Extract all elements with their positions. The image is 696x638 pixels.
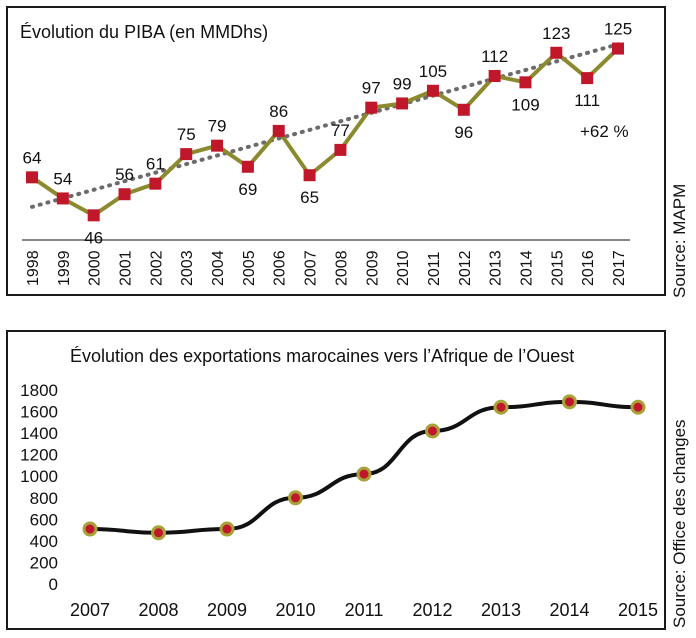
exports-chart-title: Évolution des exportations marocaines ve…: [70, 346, 575, 366]
piba-data-label: 109: [511, 95, 539, 114]
exports-x-tick-label: 2012: [412, 600, 452, 620]
piba-data-point: [56, 192, 69, 205]
piba-chart-title: Évolution du PIBA (en MMDhs): [20, 22, 269, 42]
exports-chart-svg: 0 200 400 600 800 1000 1200 1400 1600 1800 2007 200…: [20, 381, 658, 620]
piba-data-label: 99: [393, 74, 412, 93]
piba-data-label: 111: [574, 91, 600, 110]
piba-data-point: [519, 76, 532, 89]
piba-chart-svg: 64 54 46 56 61 75 79 69 86 65 77 97 99 105 96 112 109 123…: [22, 20, 632, 286]
piba-x-tick-label: 2013: [488, 250, 505, 286]
exports-chart-panel: Évolution des exportations marocaines ve…: [6, 330, 666, 630]
piba-data-point: [26, 171, 38, 184]
piba-x-tick-label: 2014: [518, 250, 535, 286]
piba-data-label: 105: [419, 62, 447, 81]
piba-data-point: [334, 143, 347, 156]
piba-trend-line: [30, 42, 620, 209]
piba-data-label: 123: [542, 24, 570, 43]
piba-data-point: [303, 169, 316, 182]
piba-data-point: [457, 103, 470, 116]
piba-data-point: [118, 188, 131, 201]
piba-x-tick-label: 2009: [364, 250, 381, 286]
exports-x-tick-label: 2009: [207, 600, 247, 620]
piba-data-label: 64: [23, 148, 42, 167]
exports-y-tick-label: 1800: [20, 381, 58, 400]
piba-data-point: [581, 72, 594, 85]
piba-data-point: [550, 46, 563, 59]
piba-x-tick-label: 2007: [303, 250, 320, 286]
exports-y-tick-label: 800: [30, 489, 58, 508]
exports-y-tick-label: 0: [49, 575, 58, 594]
piba-data-point: [488, 70, 501, 82]
piba-data-label: 56: [115, 165, 134, 184]
piba-x-tick-label: 2016: [580, 250, 597, 286]
piba-data-point: [396, 97, 409, 110]
exports-data-point: [425, 423, 440, 439]
exports-y-tick-label: 1000: [20, 467, 58, 486]
exports-data-point: [151, 525, 166, 541]
exports-x-tick-label: 2007: [70, 600, 110, 620]
piba-data-label: 86: [269, 102, 288, 121]
exports-y-tick-label: 1400: [20, 424, 58, 443]
piba-growth-annotation: +62 %: [580, 122, 629, 141]
piba-x-tick-label: 2010: [395, 250, 412, 286]
exports-data-point: [82, 521, 98, 537]
exports-y-tick-label: 600: [30, 510, 58, 529]
exports-data-point: [493, 399, 509, 415]
piba-data-point: [241, 160, 254, 173]
exports-y-tick-label: 1200: [20, 446, 58, 465]
piba-data-point: [211, 139, 224, 152]
exports-data-point: [219, 521, 235, 537]
piba-data-point: [149, 177, 162, 190]
piba-data-label: 61: [146, 155, 165, 174]
piba-data-label: 46: [84, 228, 103, 247]
piba-data-label: 54: [53, 169, 72, 188]
piba-x-tick-label: 2017: [611, 250, 628, 286]
piba-data-label: 69: [238, 180, 257, 199]
piba-x-tick-label: 2006: [272, 250, 289, 286]
exports-data-point: [288, 490, 303, 506]
piba-data-label: 65: [300, 188, 319, 207]
piba-data-point: [612, 42, 624, 55]
piba-data-point: [426, 84, 439, 97]
piba-x-tick-label: 2000: [87, 250, 104, 286]
piba-data-label: 125: [604, 20, 632, 39]
piba-data-point: [272, 124, 285, 137]
exports-data-point: [562, 394, 577, 410]
piba-source-label: Source: MAPM: [670, 183, 689, 298]
piba-x-tick-label: 2003: [179, 250, 196, 286]
piba-data-label: 96: [454, 123, 473, 142]
piba-chart-panel: Évolution du PIBA (en MMDhs) +62 % 64 54 4…: [6, 6, 666, 296]
exports-y-tick-label: 400: [30, 532, 58, 551]
piba-data-point: [180, 148, 193, 161]
piba-x-tick-label: 2001: [118, 250, 135, 286]
exports-x-tick-label: 2013: [481, 600, 521, 620]
exports-x-tick-label: 2011: [345, 600, 384, 620]
piba-x-tick-label: 2008: [333, 250, 350, 286]
exports-x-tick-label: 2010: [275, 600, 315, 620]
piba-data-label: 77: [331, 121, 350, 140]
piba-x-tick-label: 2005: [241, 250, 258, 286]
piba-x-tick-label: 2004: [210, 250, 227, 286]
piba-x-tick-label: 2002: [148, 250, 165, 286]
exports-x-tick-label: 2008: [138, 600, 178, 620]
exports-source-label: Source: Office des changes: [670, 419, 689, 628]
piba-data-label: 112: [481, 47, 508, 66]
piba-data-label: 97: [362, 79, 381, 98]
exports-y-tick-label: 200: [30, 553, 58, 572]
exports-data-point: [356, 466, 372, 482]
piba-data-point: [365, 101, 378, 114]
exports-x-tick-label: 2015: [618, 600, 658, 620]
exports-x-tick-label: 2014: [549, 600, 589, 620]
piba-x-tick-label: 1998: [25, 250, 42, 286]
piba-data-point: [87, 209, 100, 222]
exports-y-tick-label: 1600: [20, 403, 58, 422]
piba-x-tick-label: 2015: [549, 250, 566, 286]
exports-data-point: [630, 399, 646, 415]
piba-x-tick-label: 2011: [426, 251, 443, 286]
piba-data-label: 79: [208, 117, 227, 136]
piba-data-label: 75: [177, 125, 196, 144]
piba-x-tick-label: 1999: [56, 250, 73, 286]
piba-x-tick-label: 2012: [457, 250, 474, 286]
